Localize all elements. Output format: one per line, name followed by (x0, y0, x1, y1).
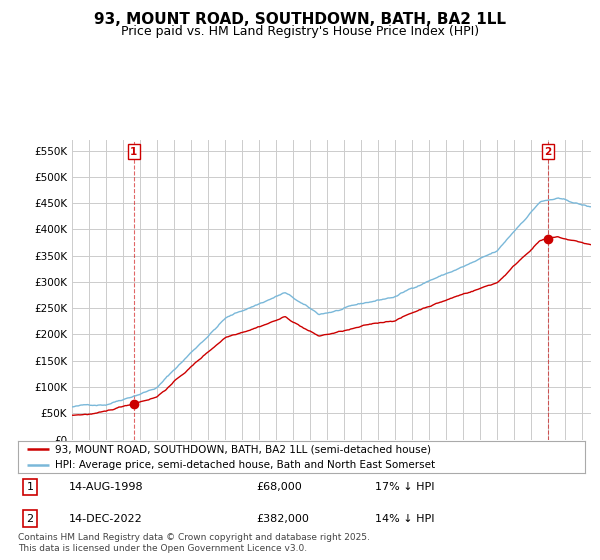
Text: 1: 1 (26, 482, 34, 492)
Text: £382,000: £382,000 (256, 514, 309, 524)
Text: 2: 2 (26, 514, 34, 524)
Text: 14% ↓ HPI: 14% ↓ HPI (375, 514, 435, 524)
Text: HPI: Average price, semi-detached house, Bath and North East Somerset: HPI: Average price, semi-detached house,… (55, 460, 435, 470)
Text: 93, MOUNT ROAD, SOUTHDOWN, BATH, BA2 1LL: 93, MOUNT ROAD, SOUTHDOWN, BATH, BA2 1LL (94, 12, 506, 27)
Text: Contains HM Land Registry data © Crown copyright and database right 2025.
This d: Contains HM Land Registry data © Crown c… (18, 533, 370, 553)
Text: 93, MOUNT ROAD, SOUTHDOWN, BATH, BA2 1LL (semi-detached house): 93, MOUNT ROAD, SOUTHDOWN, BATH, BA2 1LL… (55, 444, 431, 454)
Text: Price paid vs. HM Land Registry's House Price Index (HPI): Price paid vs. HM Land Registry's House … (121, 25, 479, 38)
Text: £68,000: £68,000 (256, 482, 302, 492)
Text: 17% ↓ HPI: 17% ↓ HPI (375, 482, 435, 492)
Text: 14-DEC-2022: 14-DEC-2022 (69, 514, 143, 524)
Text: 14-AUG-1998: 14-AUG-1998 (69, 482, 143, 492)
Text: 2: 2 (544, 147, 551, 157)
Text: 1: 1 (130, 147, 137, 157)
